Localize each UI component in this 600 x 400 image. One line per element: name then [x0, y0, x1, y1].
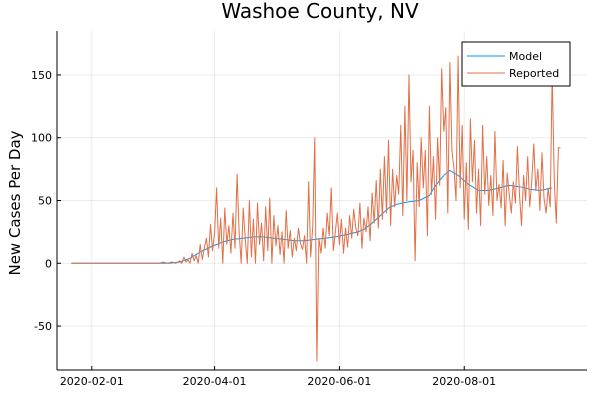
legend-box [461, 41, 571, 87]
tick-labels: -50 0 50 100 150 2020-02-01 2020-04-01 2020-06-… [31, 69, 496, 388]
y-axis-label: New Cases Per Day [6, 130, 24, 275]
y-tick-label: -50 [34, 320, 52, 333]
legend-label-model: Model [509, 50, 542, 63]
y-tick-label: 100 [31, 132, 52, 145]
y-tick-label: 50 [38, 195, 52, 208]
x-tick-label: 2020-08-01 [432, 375, 496, 388]
legend-label-reported: Reported [509, 67, 559, 80]
axes [56, 31, 587, 371]
chart-title: Washoe County, NV [221, 0, 419, 23]
series-lines [71, 55, 561, 362]
y-tick-label: 150 [31, 69, 52, 82]
series-line-reported [71, 55, 561, 362]
x-tick-label: 2020-06-01 [307, 375, 371, 388]
x-tick-label: 2020-02-01 [60, 375, 124, 388]
y-tick-label: 0 [45, 257, 52, 270]
legend: Model Reported [461, 41, 571, 87]
x-tick-label: 2020-04-01 [183, 375, 247, 388]
